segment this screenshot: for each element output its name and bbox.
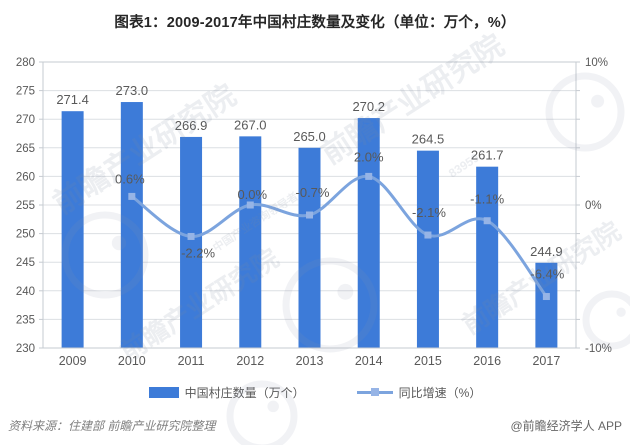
bar-series-swatch	[148, 386, 179, 398]
right-axis-label-10%: 10%	[585, 57, 608, 69]
x-axis-label-2017: 2017	[532, 354, 560, 368]
line-label-2013: -0.7%	[296, 185, 330, 200]
y-axis-label-260: 260	[16, 171, 35, 183]
chart-legend: 中国村庄数量（万个） 同比增速（%）	[0, 383, 630, 401]
y-axis-label-275: 275	[16, 86, 35, 98]
marker-2015	[424, 231, 432, 239]
bar-2016	[476, 166, 499, 348]
chart-footer: 资料来源：住建部 前瞻产业研究院整理 @前瞻经济学人 APP	[8, 417, 622, 434]
bar-label-2017: 244.9	[530, 244, 563, 259]
line-marker-swatch	[370, 388, 379, 396]
line-label-2010: 0.6%	[115, 171, 145, 186]
y-axis-label-255: 255	[16, 200, 35, 212]
bar-label-2009: 271.4	[56, 92, 89, 107]
line-series-swatch	[356, 388, 393, 396]
marker-2010	[128, 192, 136, 200]
bar-2010	[120, 102, 143, 348]
bar-label-2010: 273.0	[116, 83, 149, 98]
y-axis-label-245: 245	[16, 257, 35, 269]
x-axis-label-2015: 2015	[414, 354, 442, 368]
bar-2013	[298, 147, 321, 348]
bar-2011	[180, 136, 203, 348]
legend-item-villages: 中国村庄数量（万个）	[148, 384, 305, 401]
y-axis-label-250: 250	[16, 229, 35, 241]
x-axis-label-2010: 2010	[118, 354, 146, 368]
bar-label-2014: 270.2	[352, 99, 385, 114]
bar-2017	[535, 262, 558, 348]
marker-2013	[306, 211, 313, 219]
legend-item-growth: 同比增速（%）	[356, 384, 482, 401]
line-label-2012: 0.0%	[237, 187, 267, 202]
marker-2011	[187, 232, 195, 240]
x-axis-label-2009: 2009	[59, 354, 87, 368]
y-axis-label-280: 280	[16, 57, 35, 69]
source-note: 资料来源：住建部 前瞻产业研究院整理	[8, 419, 216, 433]
x-axis-label-2016: 2016	[473, 354, 501, 368]
bar-label-2011: 266.9	[175, 118, 208, 133]
marker-2012	[246, 201, 254, 209]
plot-border	[42, 61, 577, 349]
bar-label-2013: 265.0	[293, 129, 326, 144]
legend-label-villages: 中国村庄数量（万个）	[184, 385, 305, 400]
bar-label-2016: 261.7	[471, 148, 504, 163]
bar-label-2015: 264.5	[412, 132, 445, 147]
bar-label-2012: 267.0	[234, 117, 267, 132]
y-axis-label-235: 235	[16, 314, 35, 326]
x-axis-label-2014: 2014	[355, 354, 383, 368]
brand-credit: @前瞻经济学人 APP	[510, 419, 622, 433]
y-axis-label-270: 270	[16, 114, 35, 126]
chart-title: 图表1：2009-2017年中国村庄数量及变化（单位：万个，%）	[114, 15, 516, 31]
right-axis-label--10%: -10%	[585, 343, 612, 355]
y-axis-label-230: 230	[16, 343, 35, 355]
x-axis-label-2013: 2013	[296, 354, 324, 368]
line-label-2015: -2.1%	[412, 205, 446, 220]
x-axis-label-2011: 2011	[178, 354, 205, 368]
bar-2015	[416, 150, 439, 348]
y-axis-label-240: 240	[16, 286, 35, 298]
legend-label-growth: 同比增速（%）	[398, 385, 482, 400]
x-axis-label-2012: 2012	[236, 354, 264, 368]
y-axis-label-265: 265	[16, 143, 35, 155]
line-label-2017: -6.4%	[530, 267, 564, 282]
right-axis-label-0%: 0%	[585, 200, 602, 212]
line-label-2014: 2.0%	[354, 149, 384, 164]
line-label-2016: -1.1%	[470, 192, 504, 207]
marker-2016	[483, 217, 491, 225]
line-label-2011: -2.2%	[181, 245, 215, 260]
marker-2014	[365, 172, 373, 180]
bar-2009	[61, 111, 84, 348]
marker-2017	[542, 293, 550, 301]
bar-2012	[239, 136, 262, 348]
